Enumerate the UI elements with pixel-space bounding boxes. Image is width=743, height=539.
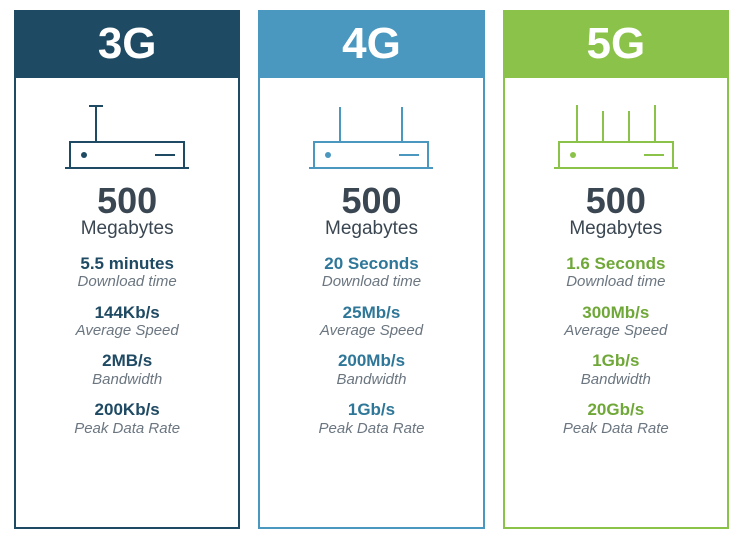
metric-value: 1.6 Seconds <box>566 254 665 274</box>
metric-label: Download time <box>566 273 665 290</box>
metric-value: 25Mb/s <box>320 303 423 323</box>
comparison-cards: 3G 500Megabytes5.5 minutesDownload time1… <box>14 10 729 529</box>
metric-value: 200Mb/s <box>336 351 406 371</box>
metric-label: Average Speed <box>564 322 667 339</box>
size-value: 500 <box>341 182 401 220</box>
metric-value: 300Mb/s <box>564 303 667 323</box>
metric-label: Average Speed <box>76 322 179 339</box>
metric: 1.6 SecondsDownload time <box>566 254 665 291</box>
card-header: 3G <box>16 12 238 78</box>
metric-label: Peak Data Rate <box>74 420 180 437</box>
card-body: 500Megabytes 1.6 SecondsDownload time 300M… <box>505 78 727 527</box>
metric-value: 1Gb/s <box>581 351 651 371</box>
size-unit: Megabytes <box>325 218 418 240</box>
metric: 25Mb/sAverage Speed <box>320 303 423 340</box>
metric-value: 200Kb/s <box>74 400 180 420</box>
card-4g: 4G 500Megabytes 20 SecondsDownload time 25… <box>258 10 484 529</box>
size-unit: Megabytes <box>569 218 662 240</box>
metric-label: Average Speed <box>320 322 423 339</box>
metric-label: Bandwidth <box>336 371 406 388</box>
metric: 144Kb/sAverage Speed <box>76 303 179 340</box>
metric: 300Mb/sAverage Speed <box>564 303 667 340</box>
card-header: 5G <box>505 12 727 78</box>
metric-label: Peak Data Rate <box>319 420 425 437</box>
card-5g: 5G 500Megabytes 1.6 SecondsDownload time 3… <box>503 10 729 529</box>
metric-value: 5.5 minutes <box>78 254 177 274</box>
metric: 1Gb/sPeak Data Rate <box>319 400 425 437</box>
metric-label: Bandwidth <box>92 371 162 388</box>
metric-value: 144Kb/s <box>76 303 179 323</box>
router-icon <box>52 96 202 174</box>
router-icon <box>296 96 446 174</box>
metric-value: 20Gb/s <box>563 400 669 420</box>
router-icon <box>541 96 691 174</box>
metric-value: 2MB/s <box>92 351 162 371</box>
metric-label: Peak Data Rate <box>563 420 669 437</box>
metric-value: 1Gb/s <box>319 400 425 420</box>
metric-label: Bandwidth <box>581 371 651 388</box>
metric: 200Mb/sBandwidth <box>336 351 406 388</box>
metric: 2MB/sBandwidth <box>92 351 162 388</box>
card-body: 500Megabytes 20 SecondsDownload time 25Mb/… <box>260 78 482 527</box>
metric-value: 20 Seconds <box>322 254 421 274</box>
metric: 1Gb/sBandwidth <box>581 351 651 388</box>
metric-label: Download time <box>322 273 421 290</box>
metric: 5.5 minutesDownload time <box>78 254 177 291</box>
card-header: 4G <box>260 12 482 78</box>
metric: 200Kb/sPeak Data Rate <box>74 400 180 437</box>
size-value: 500 <box>97 182 157 220</box>
metric-label: Download time <box>78 273 177 290</box>
card-body: 500Megabytes 5.5 minutesDownload time 144K… <box>16 78 238 527</box>
size-unit: Megabytes <box>81 218 174 240</box>
metric: 20Gb/sPeak Data Rate <box>563 400 669 437</box>
card-3g: 3G 500Megabytes 5.5 minutesDownload time 1… <box>14 10 240 529</box>
size-value: 500 <box>586 182 646 220</box>
metric: 20 SecondsDownload time <box>322 254 421 291</box>
